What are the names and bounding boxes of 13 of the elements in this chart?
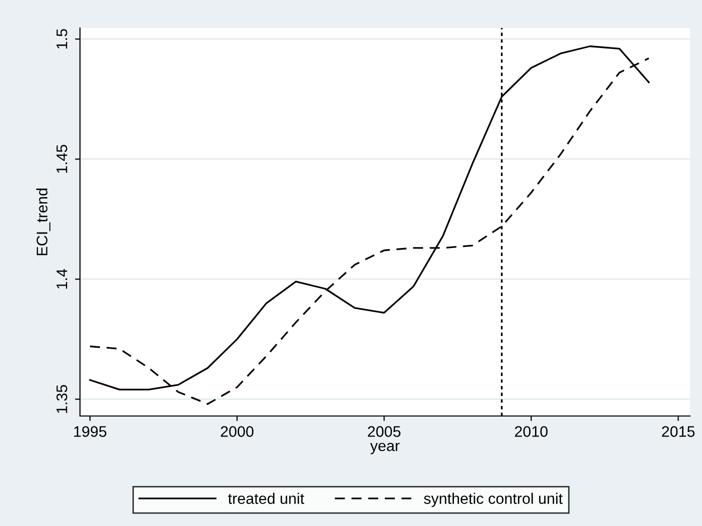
y-tick-label: 1.45 xyxy=(56,144,68,173)
y-tick-label: 1.4 xyxy=(56,268,68,289)
x-axis-title: year xyxy=(370,442,400,454)
y-axis-title: ECI_trend xyxy=(36,188,50,256)
y-tick-label: 1.35 xyxy=(56,384,68,413)
x-tick-label: 2000 xyxy=(220,426,254,437)
x-tick-label: 2005 xyxy=(368,426,400,437)
legend-label: treated unit xyxy=(228,492,304,504)
x-tick-label: 2010 xyxy=(514,426,548,437)
y-tick-label: 1.5 xyxy=(56,29,68,48)
x-tick-label: 2015 xyxy=(662,426,695,437)
x-tick-label: 1995 xyxy=(74,426,106,437)
legend-label: synthetic control unit xyxy=(424,492,563,507)
